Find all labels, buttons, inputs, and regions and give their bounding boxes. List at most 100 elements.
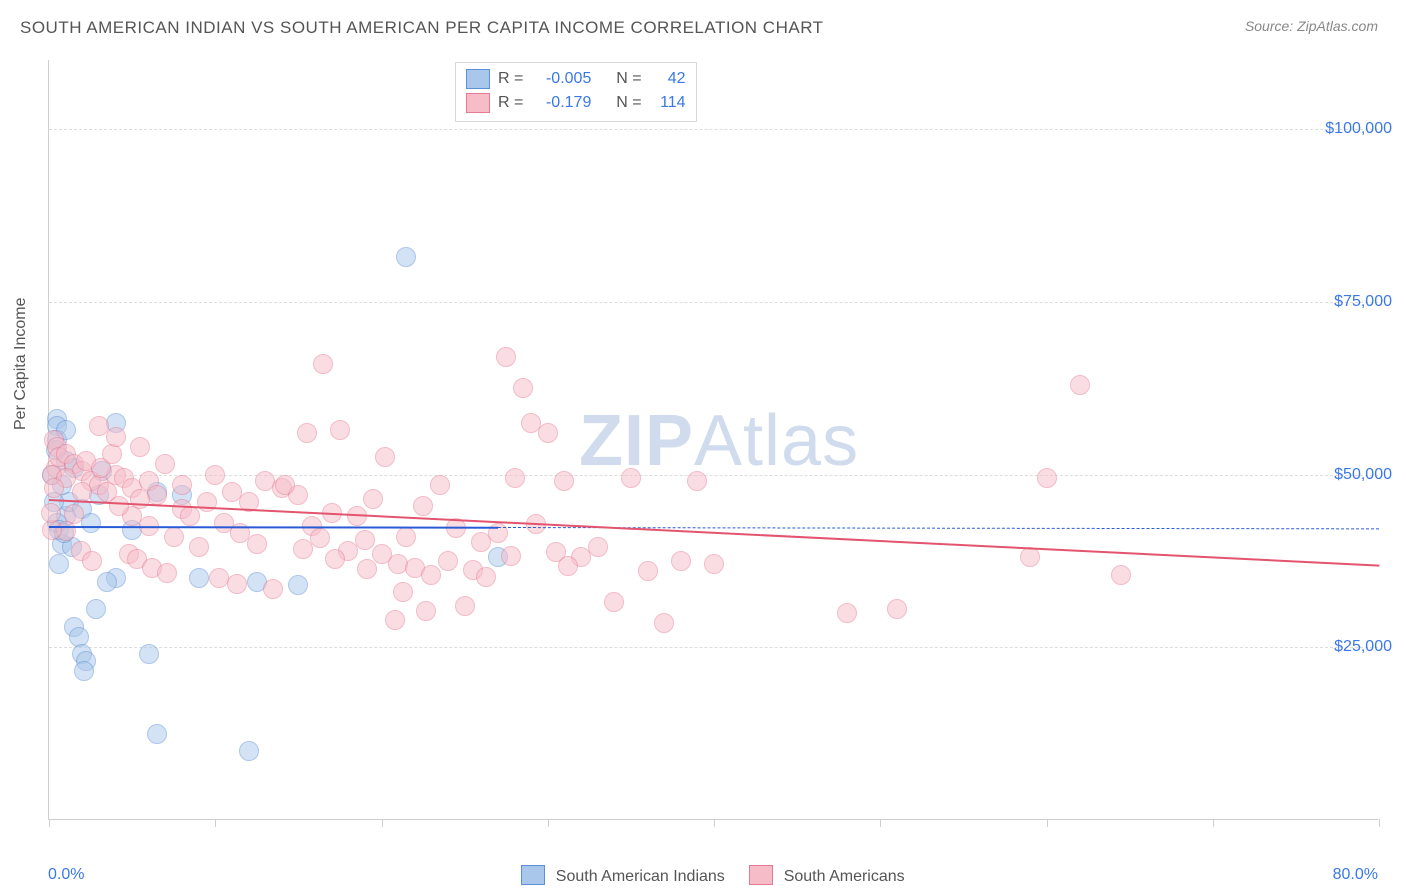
data-point — [72, 482, 92, 502]
r-value-1: -0.005 — [531, 67, 591, 91]
stats-row-series2: R = -0.179 N = 114 — [466, 91, 686, 115]
data-point — [97, 572, 117, 592]
x-tick — [1213, 819, 1214, 827]
data-point — [263, 579, 283, 599]
data-point — [293, 539, 313, 559]
data-point — [313, 354, 333, 374]
grid-line — [49, 129, 1378, 130]
data-point — [1070, 375, 1090, 395]
r-label: R = — [498, 67, 523, 91]
legend: South American Indians South Americans — [0, 865, 1406, 886]
data-point — [476, 567, 496, 587]
trend-line — [49, 526, 498, 529]
data-point — [375, 447, 395, 467]
y-tick-label: $100,000 — [1325, 120, 1392, 138]
data-point — [288, 575, 308, 595]
data-point — [42, 520, 62, 540]
grid-line — [49, 475, 1378, 476]
x-tick — [215, 819, 216, 827]
watermark-light: Atlas — [694, 401, 859, 481]
data-point — [330, 420, 350, 440]
data-point — [155, 454, 175, 474]
legend-swatch-1 — [521, 865, 545, 885]
data-point — [501, 546, 521, 566]
correlation-stats-box: R = -0.005 N = 42 R = -0.179 N = 114 — [455, 62, 697, 122]
data-point — [654, 613, 674, 633]
data-point — [180, 506, 200, 526]
x-tick — [880, 819, 881, 827]
watermark: ZIPAtlas — [579, 400, 859, 482]
grid-line — [49, 647, 1378, 648]
data-point — [189, 568, 209, 588]
x-tick — [548, 819, 549, 827]
data-point — [82, 551, 102, 571]
data-point — [704, 554, 724, 574]
data-point — [355, 530, 375, 550]
data-point — [505, 468, 525, 488]
data-point — [385, 610, 405, 630]
data-point — [227, 574, 247, 594]
data-point — [558, 556, 578, 576]
data-point — [130, 437, 150, 457]
chart-plot-area: ZIPAtlas — [48, 60, 1378, 820]
r-value-2: -0.179 — [531, 91, 591, 115]
data-point — [455, 596, 475, 616]
data-point — [604, 592, 624, 612]
data-point — [325, 549, 345, 569]
n-label: N = — [616, 91, 641, 115]
data-point — [44, 478, 64, 498]
data-point — [496, 347, 516, 367]
data-point — [621, 468, 641, 488]
data-point — [438, 551, 458, 571]
r-label: R = — [498, 91, 523, 115]
data-point — [1111, 565, 1131, 585]
legend-swatch-2 — [749, 865, 773, 885]
data-point — [209, 568, 229, 588]
x-min-label: 0.0% — [48, 866, 84, 884]
data-point — [538, 423, 558, 443]
chart-title: SOUTH AMERICAN INDIAN VS SOUTH AMERICAN … — [20, 18, 824, 38]
swatch-series1 — [466, 69, 490, 89]
data-point — [687, 471, 707, 491]
x-tick — [49, 819, 50, 827]
y-tick-label: $50,000 — [1334, 466, 1392, 484]
data-point — [421, 565, 441, 585]
x-tick — [714, 819, 715, 827]
data-point — [157, 563, 177, 583]
data-point — [1020, 547, 1040, 567]
y-tick-label: $75,000 — [1334, 293, 1392, 311]
data-point — [164, 527, 184, 547]
data-point — [297, 423, 317, 443]
data-point — [147, 724, 167, 744]
n-value-1: 42 — [650, 67, 686, 91]
data-point — [275, 475, 295, 495]
data-point — [638, 561, 658, 581]
grid-line — [49, 302, 1378, 303]
stats-row-series1: R = -0.005 N = 42 — [466, 67, 686, 91]
source-attribution: Source: ZipAtlas.com — [1245, 18, 1378, 34]
y-tick-label: $25,000 — [1334, 638, 1392, 656]
data-point — [554, 471, 574, 491]
data-point — [588, 537, 608, 557]
data-point — [239, 741, 259, 761]
data-point — [189, 537, 209, 557]
data-point — [413, 496, 433, 516]
data-point — [106, 427, 126, 447]
y-axis-label: Per Capita Income — [12, 297, 30, 430]
data-point — [41, 503, 61, 523]
swatch-series2 — [466, 93, 490, 113]
data-point — [74, 661, 94, 681]
data-point — [139, 644, 159, 664]
n-label: N = — [616, 67, 641, 91]
data-point — [671, 551, 691, 571]
n-value-2: 114 — [650, 91, 686, 115]
data-point — [102, 444, 122, 464]
data-point — [310, 528, 330, 548]
data-point — [396, 247, 416, 267]
x-tick — [1379, 819, 1380, 827]
legend-label-2: South Americans — [784, 868, 905, 885]
data-point — [247, 534, 267, 554]
data-point — [513, 378, 533, 398]
legend-label-1: South American Indians — [556, 868, 725, 885]
data-point — [205, 465, 225, 485]
